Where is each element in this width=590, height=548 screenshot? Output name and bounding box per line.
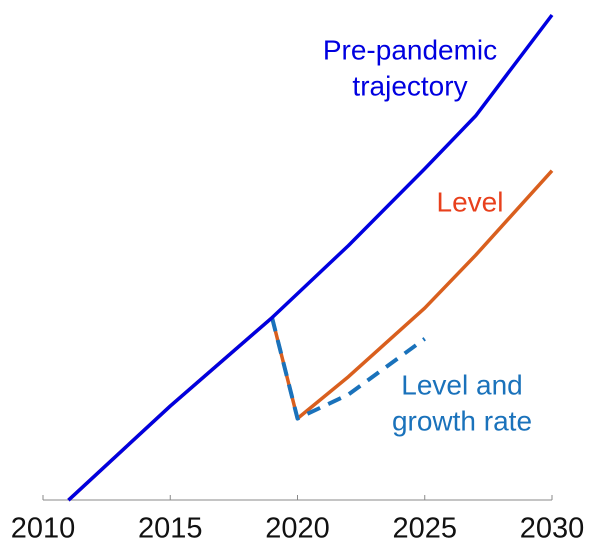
annotation: growth rate	[392, 405, 532, 436]
annotation: trajectory	[352, 70, 467, 101]
annotation: Level and	[401, 369, 522, 400]
x-tick-label: 2030	[520, 513, 585, 545]
annotation: Level	[437, 186, 504, 217]
x-tick-label: 2025	[392, 513, 457, 545]
x-tick-label: 2015	[138, 513, 203, 545]
annotation: Pre-pandemic	[323, 34, 497, 65]
x-tick-label: 2020	[265, 513, 330, 545]
series-line	[67, 13, 554, 502]
series-line	[67, 169, 554, 502]
x-tick-label: 2010	[11, 513, 76, 545]
